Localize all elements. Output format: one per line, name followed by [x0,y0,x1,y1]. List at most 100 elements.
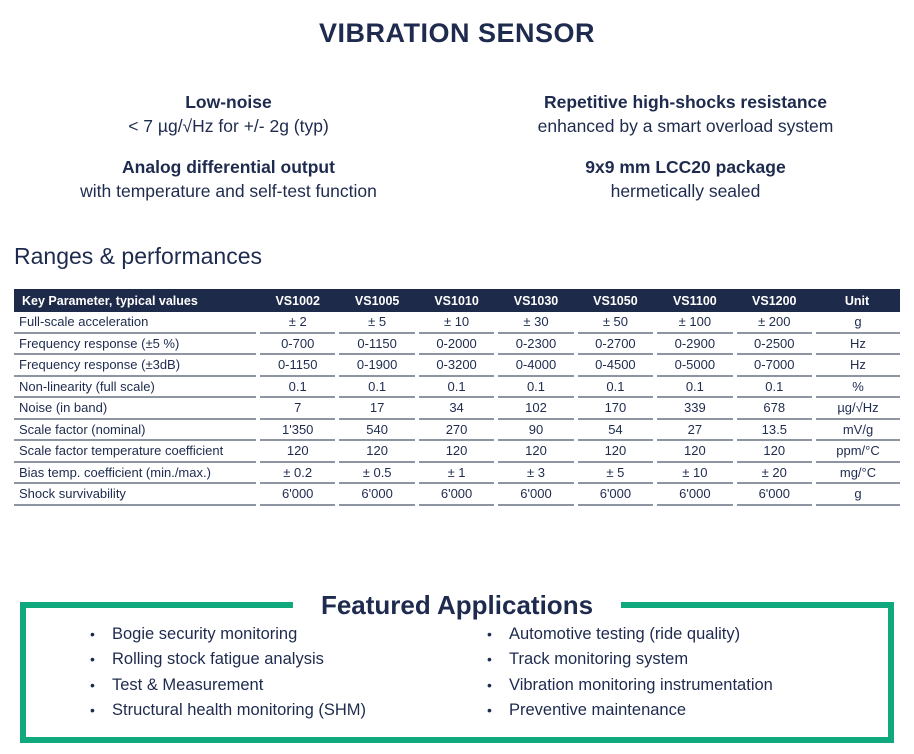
table-header-cell: VS1010 [434,293,479,308]
row-label-cell: Shock survivability [14,484,256,506]
section-heading: Ranges & performances [14,243,263,269]
value-cell: Hz [816,355,900,377]
value-cell: ± 0.2 [260,463,336,484]
value-cell: 0-1150 [339,334,415,355]
value-cell: 6'000 [498,484,574,506]
table-row: Shock survivability 6'000 6'000 6'000 6'000 6… [14,484,900,506]
list-item: • Preventive maintenance [487,698,888,724]
value-cell: 0.1 [657,377,733,398]
value-cell: 0-1150 [260,355,336,377]
value-cell: 0-2300 [498,334,574,355]
value-cell: 120 [657,441,733,463]
value-cell: ± 5 [577,463,654,484]
list-item: • Structural health monitoring (SHM) [90,698,457,724]
value-cell: 0-2900 [657,334,733,355]
performance-table: Key Parameter, typical values VS1002 VS100… [14,289,900,506]
value-cell: ± 3 [498,463,574,484]
value-cell: 0-4000 [498,355,574,377]
value-cell: 17 [339,398,415,420]
value-cell: 0-7000 [736,355,812,377]
value-cell: 0.1 [260,377,336,398]
value-cell: ± 0.5 [339,463,415,484]
value-cell: 0.1 [498,377,574,398]
featured-applications-box: Featured Applications • Bogie security mo… [20,589,894,743]
list-item-label: Rolling stock fatigue analysis [112,650,324,668]
feature-detail: hermetically sealed [610,181,761,201]
value-cell: 0.1 [577,377,654,398]
list-item: • Rolling stock fatigue analysis [90,647,457,673]
list-item-label: Automotive testing (ride quality) [509,624,741,643]
list-item: • Test & Measurement [90,673,457,699]
list-item: • Bogie security monitoring [90,622,457,648]
value-cell: 1'350 [260,420,336,441]
list-item-label: Track monitoring system [509,650,689,668]
feature-detail: with temperature and self-test function [80,181,377,201]
table-body: Full-scale acceleration ± 2 ± 5 ± 10 ± 30 ± 5… [14,312,900,506]
bullet-icon: • [487,702,492,718]
list-item-label: Test & Measurement [112,675,264,694]
row-label-cell: Noise (in band) [14,398,256,420]
applications-lists: • Bogie security monitoring • Rolling stock… [26,608,888,724]
table-header-cell: VS1200 [752,293,797,308]
value-cell: 270 [418,420,495,441]
value-cell: 6'000 [260,484,336,506]
page-title: VIBRATION SENSOR [318,18,596,48]
value-cell: 0-5000 [657,355,733,377]
list-item-label: Bogie security monitoring [112,624,298,643]
bullet-icon: • [90,702,95,718]
bullet-icon: • [487,676,492,693]
table-row: Full-scale acceleration ± 2 ± 5 ± 10 ± 30 ± 5… [14,312,900,334]
bullet-icon: • [487,625,492,642]
value-cell: 0.1 [418,377,495,398]
table-header-cell: VS1100 [672,293,717,308]
value-cell: 120 [260,441,336,463]
row-label-cell: Frequency response (±3dB) [14,355,256,377]
value-cell: 120 [736,441,812,463]
value-cell: 6'000 [418,484,495,506]
value-cell: 0-700 [260,334,336,355]
bullet-icon: • [90,676,95,693]
value-cell: g [816,312,900,334]
value-cell: 7 [260,398,336,420]
value-cell: 34 [418,398,495,420]
value-cell: ± 2 [260,312,336,334]
value-cell: mV/g [816,420,900,441]
list-item: • Track monitoring system [487,647,888,673]
value-cell: ± 10 [657,463,733,484]
value-cell: mg/°C [816,463,900,484]
value-cell: 0-2500 [736,334,812,355]
table-header-cell: VS1005 [354,293,400,308]
value-cell: % [816,377,900,398]
feature-heading: Low-noise [185,92,272,112]
value-cell: ± 5 [339,312,415,334]
value-cell: ± 30 [498,312,574,334]
table-row: Non-linearity (full scale) 0.1 0.1 0.1 0.1 0.… [14,377,900,398]
table-row: Frequency response (±3dB) 0-1150 0-1900 0-3… [14,355,900,377]
value-cell: 27 [657,420,733,441]
feature-block-3: 9x9 mm LCC20 package hermetically sealed [457,156,914,203]
table-row: Frequency response (±5 %) 0-700 0-1150 0-20… [14,334,900,355]
value-cell: 54 [577,420,654,441]
applications-column-left: • Bogie security monitoring • Rolling stock… [26,622,457,724]
table-row: Bias temp. coefficient (min./max.) ± 0.2 ±… [14,463,900,484]
list-item-label: Structural health monitoring (SHM) [112,701,367,719]
row-label-cell: Full-scale acceleration [14,312,256,334]
value-cell: 6'000 [577,484,654,506]
list-item-label: Vibration monitoring instrumentation [509,675,773,694]
value-cell: 120 [418,441,495,463]
value-cell: 170 [577,398,654,420]
value-cell: g [816,484,900,506]
table-header-row: Key Parameter, typical values VS1002 VS100… [14,289,900,312]
feature-block-2: Analog differential output with temperatu… [0,156,457,203]
value-cell: 13.5 [736,420,812,441]
value-cell: 0.1 [736,377,812,398]
value-cell: 540 [339,420,415,441]
row-label-cell: Scale factor (nominal) [14,420,256,441]
feature-heading: Repetitive high-shocks resistance [543,92,828,112]
table-row: Scale factor temperature coefficient 120 1… [14,441,900,463]
value-cell: 6'000 [339,484,415,506]
value-cell: 678 [736,398,812,420]
feature-block-0: Low-noise < 7 µg/√Hz for +/- 2g (typ) [0,91,457,138]
table-row: Scale factor (nominal) 1'350 540 270 90 54 27 1… [14,420,900,441]
